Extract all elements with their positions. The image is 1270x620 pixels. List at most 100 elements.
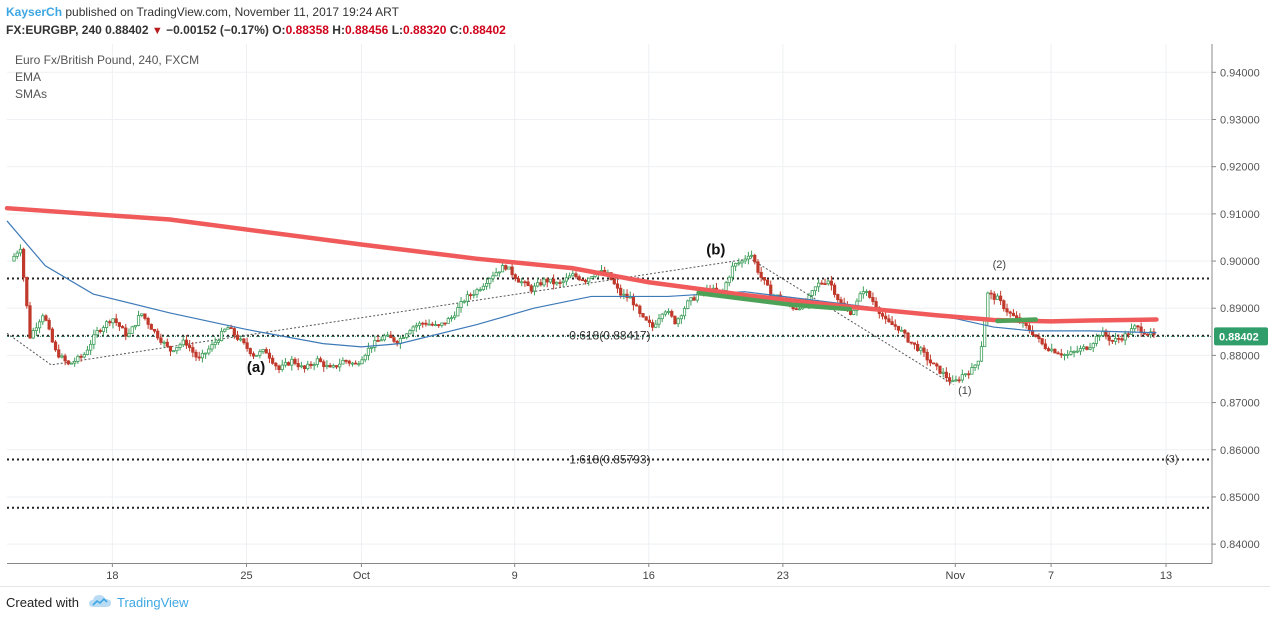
candle <box>1037 336 1041 340</box>
legend-smas[interactable]: SMAs <box>15 87 48 101</box>
candle <box>414 325 418 328</box>
candle <box>740 260 744 264</box>
candle <box>200 352 205 359</box>
candle <box>1056 352 1060 355</box>
candle <box>686 300 690 309</box>
candle <box>1078 348 1083 352</box>
candle <box>408 330 412 335</box>
candle <box>1066 353 1070 356</box>
candle <box>191 347 195 353</box>
author-link[interactable]: KayserCh <box>6 5 63 19</box>
candle <box>149 323 153 330</box>
candle <box>1002 300 1006 310</box>
candle <box>315 358 319 365</box>
candle <box>159 337 163 343</box>
candle <box>590 276 594 279</box>
candle <box>360 359 364 365</box>
tradingview-link[interactable]: TradingView <box>117 595 189 610</box>
candle <box>989 292 993 295</box>
price-tick-label: 0.88000 <box>1220 350 1260 362</box>
candle <box>682 308 687 317</box>
candle <box>513 274 517 280</box>
candle <box>1008 311 1012 314</box>
candle <box>520 281 524 284</box>
candle <box>567 275 572 279</box>
candle <box>232 328 236 336</box>
price-tick-label: 0.92000 <box>1220 162 1260 174</box>
candle <box>880 313 885 317</box>
candle <box>181 339 185 346</box>
candle <box>79 355 83 358</box>
candle <box>133 325 137 328</box>
candle <box>960 374 964 381</box>
candle <box>587 277 591 283</box>
candle <box>117 322 121 327</box>
candle <box>692 297 696 301</box>
candle <box>679 315 683 320</box>
candle <box>370 346 374 349</box>
created-with-text: Created with <box>6 595 79 610</box>
candle <box>188 344 192 348</box>
candle <box>890 321 894 326</box>
candle <box>900 329 904 332</box>
candle <box>105 321 109 328</box>
candle <box>491 275 495 280</box>
candle <box>1085 346 1089 350</box>
candle <box>136 315 141 326</box>
price-chart[interactable]: 0.84000 0.85000 0.86000 0.87000 0.88000 0.890… <box>0 44 1270 586</box>
time-tick-label: 25 <box>240 570 252 582</box>
candle <box>261 349 265 353</box>
wave-label: (2) <box>993 259 1006 271</box>
candle <box>267 352 272 359</box>
candle <box>108 321 112 324</box>
candle <box>143 313 147 319</box>
wave-label: (3) <box>1165 454 1178 466</box>
candle <box>651 322 655 328</box>
ema-line[interactable] <box>4 205 1159 324</box>
candle <box>737 262 741 265</box>
candle <box>411 326 415 332</box>
candle <box>15 252 19 257</box>
candle <box>548 278 553 283</box>
candle <box>619 287 623 296</box>
candle <box>1072 351 1076 353</box>
candle <box>756 261 760 273</box>
legend-title: Euro Fx/British Pound, 240, FXCM <box>15 53 200 67</box>
candle <box>488 278 492 284</box>
candle <box>523 281 527 284</box>
candle <box>421 322 425 325</box>
candle <box>935 363 939 367</box>
candle <box>334 365 339 368</box>
candle <box>22 248 26 278</box>
candle <box>82 354 86 358</box>
legend-ema[interactable]: EMA <box>15 70 42 84</box>
candle <box>248 348 252 355</box>
candle <box>743 258 747 262</box>
price-tick-label: 0.89000 <box>1220 303 1260 315</box>
candle <box>957 379 961 382</box>
candle <box>1126 333 1130 336</box>
candle <box>98 330 102 332</box>
candle <box>532 285 537 292</box>
cloud-icon <box>89 595 111 607</box>
candle <box>459 301 463 308</box>
candle <box>947 377 952 382</box>
candle <box>63 355 67 362</box>
candle <box>226 327 230 330</box>
candle <box>746 255 750 260</box>
sma-line[interactable] <box>6 220 1157 348</box>
candle <box>101 327 106 332</box>
candle <box>954 379 958 382</box>
candle <box>251 353 256 357</box>
candle <box>794 308 798 311</box>
candle <box>363 354 367 361</box>
candle <box>695 294 699 301</box>
candle <box>277 365 281 370</box>
candle <box>274 362 278 367</box>
candle <box>884 315 888 320</box>
wave-label: (b) <box>706 241 725 258</box>
candle <box>385 334 390 337</box>
candle <box>207 348 211 354</box>
candle <box>1094 335 1099 344</box>
candle <box>213 341 217 345</box>
